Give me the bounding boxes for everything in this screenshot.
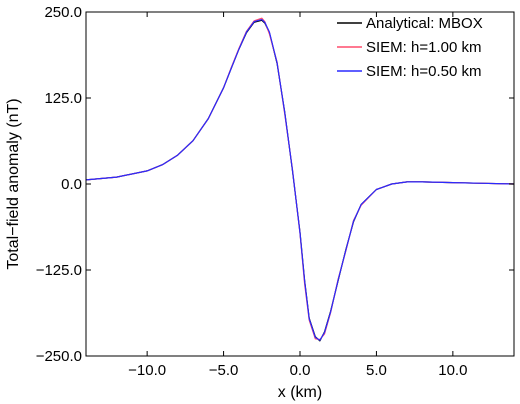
x-tick-label: −5.0 [209, 362, 239, 379]
y-tick-label: −125.0 [36, 262, 82, 279]
x-axis-ticks: −10.0 −5.0 0.0 5.0 10.0 [128, 12, 467, 379]
x-axis-label: x (km) [278, 384, 322, 401]
legend-entry-label: SIEM: h=0.50 km [366, 63, 481, 80]
y-tick-label: 125.0 [44, 90, 82, 107]
legend: Analytical: MBOX SIEM: h=1.00 km SIEM: h=0… [337, 15, 483, 80]
x-tick-label: 0.0 [290, 362, 311, 379]
series-line-3 [85, 19, 515, 341]
y-axis-label: Total−field anomaly (nT) [5, 98, 22, 269]
x-tick-label: 10.0 [438, 362, 467, 379]
legend-entry-label: SIEM: h=1.00 km [366, 39, 481, 56]
x-tick-label: −10.0 [128, 362, 166, 379]
y-tick-label: 0.0 [61, 176, 82, 193]
plot-lines [85, 17, 515, 342]
y-axis-ticks: 250.0 125.0 0.0 −125.0 −250.0 [36, 4, 514, 365]
y-tick-label: −250.0 [36, 348, 82, 365]
x-tick-label: 5.0 [366, 362, 387, 379]
y-tick-label: 250.0 [44, 4, 82, 21]
legend-entry-label: Analytical: MBOX [366, 15, 483, 32]
